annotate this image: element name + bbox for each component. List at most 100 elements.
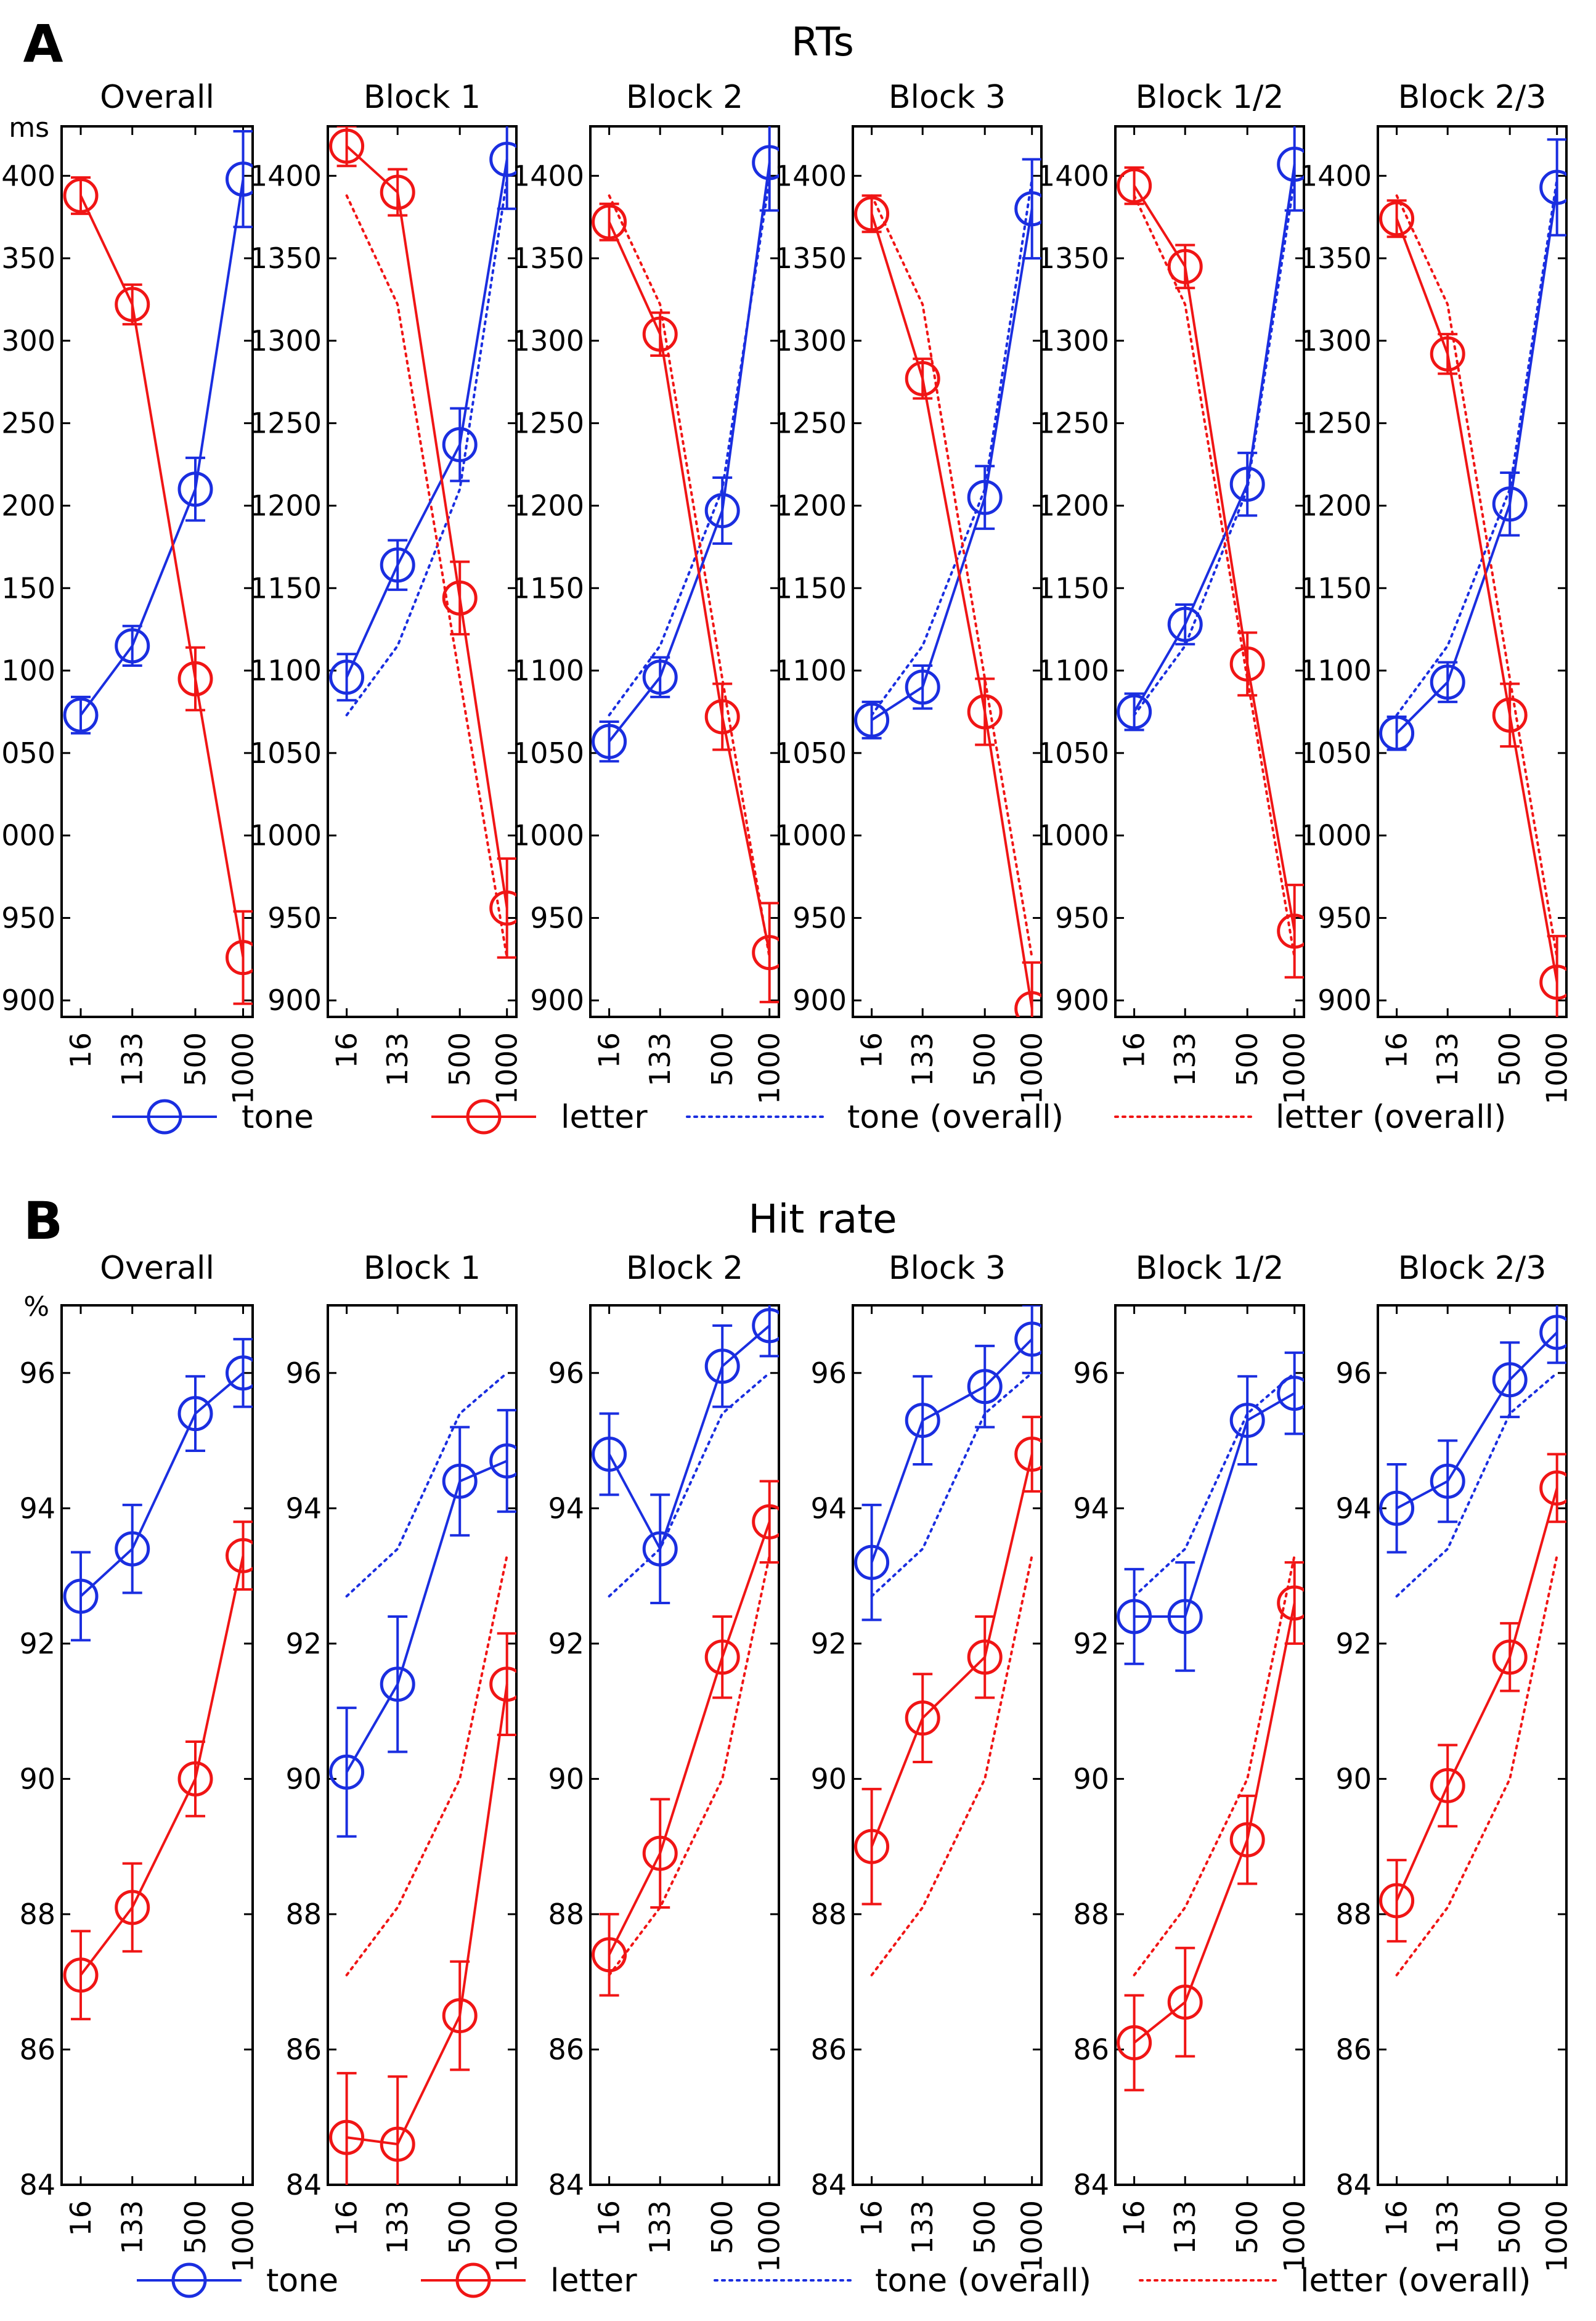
- data-point-tone: [592, 1436, 627, 1472]
- data-point-tone: [226, 161, 253, 197]
- panel: Block 3 900 950 1000 1050 1100 1150 1200 1250 130…: [775, 79, 1049, 1104]
- data-point-tone: [967, 479, 1003, 515]
- data-point-tone: [226, 1355, 253, 1391]
- x-tick-label: 133: [643, 1032, 677, 1087]
- overall-line-letter: [1395, 194, 1558, 959]
- y-tick-label: 900: [1055, 984, 1109, 1017]
- y-tick-label: 92: [1073, 1627, 1109, 1660]
- chart-b: B Hit rate Overall% 84 86 88 90 92 94 96 16 133 500 1…: [19, 1191, 1573, 2299]
- x-tick-label: 500: [179, 1032, 212, 1087]
- data-point-letter: [854, 1829, 890, 1864]
- overall-line-letter: [1133, 194, 1296, 959]
- x-tick-label: 1000: [753, 2200, 786, 2272]
- y-tick-label: 88: [1073, 1898, 1109, 1931]
- overall-line-letter: [870, 194, 1033, 959]
- data-point-tone: [1117, 1599, 1152, 1634]
- panel-title: Overall: [100, 79, 214, 116]
- y-tick-label: 1400: [0, 159, 55, 192]
- panel-title: Block 2/3: [1398, 79, 1547, 116]
- section-title: RTs: [791, 20, 854, 65]
- y-tick-label: 84: [285, 2168, 322, 2201]
- legend-marker-letter: [466, 1099, 502, 1135]
- x-tick-label: 500: [443, 2200, 476, 2254]
- data-point-letter: [489, 890, 516, 926]
- x-tick-label: 16: [330, 2200, 364, 2237]
- series-line-tone: [79, 1372, 244, 1597]
- data-point-tone: [329, 1754, 365, 1790]
- data-point-tone: [1277, 1376, 1304, 1411]
- data-point-letter: [1167, 248, 1203, 284]
- data-point-letter: [1229, 1822, 1265, 1858]
- data-point-tone: [1539, 1315, 1566, 1350]
- y-tick-label: 1250: [250, 407, 322, 440]
- data-point-letter: [177, 1761, 213, 1797]
- plot-area: [329, 126, 516, 959]
- x-tick-label: 1000: [1541, 2200, 1574, 2272]
- plot-frame: [1114, 1304, 1305, 2186]
- y-tick-label: 1100: [250, 654, 322, 687]
- data-point-tone: [329, 659, 365, 695]
- x-tick-label: 16: [1380, 1032, 1414, 1069]
- data-point-letter: [1539, 965, 1566, 1000]
- data-point-letter: [642, 1835, 678, 1871]
- y-tick-label: 1350: [0, 242, 55, 275]
- y-tick-label: 1000: [775, 819, 847, 852]
- section-letter: B: [23, 1191, 63, 1251]
- data-point-letter: [1277, 913, 1304, 949]
- series-line-letter: [346, 145, 508, 908]
- data-point-letter: [642, 316, 678, 352]
- y-tick-label: 90: [810, 1762, 847, 1795]
- y-tick-label: 96: [285, 1356, 322, 1390]
- y-tick-label: 84: [810, 2168, 847, 2201]
- y-tick-label: 1200: [0, 489, 55, 522]
- x-tick-label: 133: [906, 2200, 939, 2254]
- y-tick-label: 1400: [512, 159, 584, 192]
- data-point-letter: [1430, 1768, 1465, 1803]
- legend-label-tone: tone: [242, 1099, 314, 1136]
- series-line-letter: [79, 195, 245, 958]
- x-tick-label: 16: [64, 2200, 97, 2237]
- y-tick-label: 88: [548, 1898, 584, 1931]
- panel: Block 2/3 900 950 1000 1050 1100 1150 1200 1250 1…: [1300, 79, 1574, 1104]
- y-tick-label: 1300: [0, 324, 55, 357]
- y-tick-label: 950: [792, 901, 847, 934]
- data-point-tone: [642, 1531, 678, 1567]
- panel-title: Block 1: [364, 1250, 481, 1287]
- x-tick-label: 500: [968, 1032, 1001, 1087]
- data-point-tone: [752, 1308, 779, 1344]
- y-tick-label: 1100: [0, 654, 55, 687]
- data-point-tone: [1229, 1403, 1265, 1438]
- x-tick-label: 500: [706, 2200, 739, 2254]
- y-tick-label: 1300: [512, 324, 584, 357]
- y-tick-label: 92: [548, 1627, 584, 1660]
- series-line-letter: [1395, 1487, 1558, 1901]
- x-tick-label: 16: [330, 1032, 364, 1069]
- data-point-letter: [967, 694, 1003, 730]
- y-tick-label: 90: [19, 1762, 55, 1795]
- panel: Block 1 84 86 88 90 92 94 96 16 133 500 1000: [285, 1250, 523, 2272]
- data-point-letter: [704, 699, 740, 735]
- y-tick-label: 1250: [1300, 407, 1372, 440]
- section-letter: A: [23, 14, 63, 74]
- y-tick-label: 1100: [512, 654, 584, 687]
- y-tick-label: 1400: [250, 159, 322, 192]
- data-point-letter: [967, 1639, 1003, 1675]
- x-tick-label: 16: [855, 2200, 889, 2237]
- series-line-tone: [871, 208, 1033, 722]
- plot-area: [329, 1371, 516, 2185]
- y-tick-label: 1300: [250, 324, 322, 357]
- data-point-tone: [1014, 191, 1041, 227]
- overall-line-letter: [870, 1554, 1033, 1976]
- plot-area: [592, 126, 779, 1003]
- y-tick-label: 92: [19, 1627, 55, 1660]
- overall-line-tone: [870, 177, 1033, 717]
- overall-line-tone: [1395, 177, 1558, 717]
- y-tick-label: 84: [1335, 2168, 1372, 2201]
- series-line-tone: [345, 159, 508, 678]
- y-tick-label: 88: [810, 1898, 847, 1931]
- x-tick-label: 133: [1431, 2200, 1464, 2254]
- data-point-letter: [329, 128, 365, 164]
- y-tick-label: 950: [530, 901, 584, 934]
- y-tick-label: 86: [1335, 2033, 1372, 2066]
- data-point-tone: [442, 426, 478, 462]
